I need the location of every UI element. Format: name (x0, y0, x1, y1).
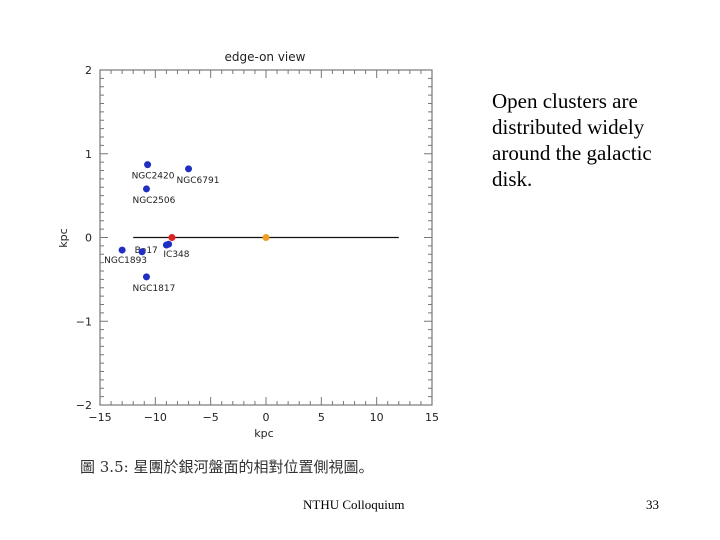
x-tick-label: 10 (370, 411, 384, 424)
x-tick-label: −10 (144, 411, 167, 424)
cluster-point (144, 161, 152, 169)
x-tick-label: −15 (88, 411, 111, 424)
cluster-point (118, 246, 126, 254)
slide-text: Open clusters are distributed widely aro… (492, 89, 652, 191)
y-tick-label: −2 (76, 399, 92, 412)
page-number: 33 (646, 497, 659, 512)
y-axis-label: kpc (57, 228, 70, 247)
y-tick-label: 1 (85, 148, 92, 161)
y-tick-label: 0 (85, 232, 92, 245)
cluster-point (262, 234, 270, 241)
x-tick-label: 5 (318, 411, 325, 424)
cluster-point (142, 185, 150, 193)
cluster-point (142, 273, 150, 281)
figure-caption: 圖 3.5: 星團於銀河盤面的相對位置側視圖。 (80, 458, 374, 476)
cluster-label: NGC1893 (104, 256, 147, 266)
cluster-label: NGC2506 (132, 196, 175, 206)
y-tick-label: −1 (76, 315, 92, 328)
x-axis-label: kpc (254, 427, 273, 440)
x-tick-label: 0 (263, 411, 270, 424)
cluster-point (168, 234, 176, 241)
cluster-label: NGC1817 (132, 284, 175, 294)
x-tick-label: −5 (203, 411, 219, 424)
chart-title: edge-on view (225, 50, 306, 64)
cluster-point (138, 248, 146, 256)
cluster-point (185, 165, 193, 173)
slide-footer: NTHU Colloquium (303, 497, 405, 512)
cluster-label: IC348 (163, 250, 189, 260)
cluster-label: NGC2420 (132, 172, 175, 182)
cluster-point (162, 241, 170, 249)
x-tick-label: 15 (425, 411, 439, 424)
cluster-label: NGC6791 (177, 176, 220, 186)
y-tick-label: 2 (85, 64, 92, 77)
cluster-label: Be17 (135, 246, 158, 256)
